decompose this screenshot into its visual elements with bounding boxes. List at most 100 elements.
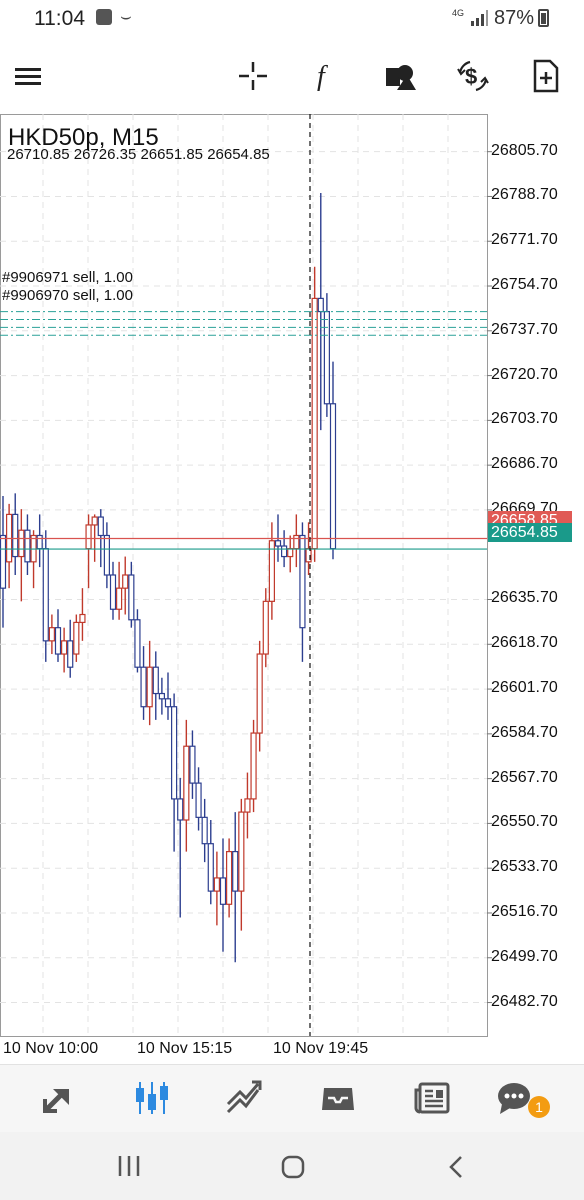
candle-body xyxy=(103,534,110,576)
new-document-icon[interactable] xyxy=(526,56,566,96)
price-chart[interactable]: HKD50p, M15 26710.85 26726.35 26651.85 2… xyxy=(0,0,584,1060)
svg-text:$: $ xyxy=(465,64,477,89)
candle-body xyxy=(213,877,220,892)
chart-ohlc-values: 26710.85 26726.35 26651.85 26654.85 xyxy=(7,146,270,163)
trade-icon[interactable] xyxy=(219,1075,269,1121)
candle-body xyxy=(54,627,62,655)
candle-body xyxy=(122,574,129,589)
candle-body xyxy=(287,548,294,558)
pay-icon xyxy=(96,9,112,25)
trade-dollar-icon[interactable]: $ xyxy=(453,56,493,96)
messages-badge: 1 xyxy=(528,1096,550,1118)
candle-body xyxy=(323,310,330,405)
plot-frame xyxy=(0,114,488,1037)
recent-apps-icon[interactable] xyxy=(114,1154,144,1178)
hamburger-menu-icon[interactable] xyxy=(8,56,48,96)
network-type: 4G xyxy=(452,8,465,18)
candle-body xyxy=(12,513,19,558)
home-icon[interactable] xyxy=(280,1154,306,1180)
price-axis-label: 26788.70 xyxy=(491,186,558,204)
candle-body xyxy=(262,600,269,655)
time-axis-label: 10 Nov 19:45 xyxy=(273,1040,369,1057)
bid-price-badge: 26654.85 xyxy=(488,523,572,542)
candle-body xyxy=(79,613,86,624)
candle-body xyxy=(274,540,282,547)
time-axis-label: 10 Nov 15:15 xyxy=(137,1040,233,1057)
candle-body xyxy=(18,529,25,558)
candle-body xyxy=(91,516,98,526)
price-axis-label: 26703.70 xyxy=(491,410,558,428)
candle-body xyxy=(67,640,74,668)
candle-body xyxy=(152,666,159,695)
back-icon[interactable] xyxy=(446,1154,466,1180)
price-axis-label: 26635.70 xyxy=(491,589,558,607)
chart-icon[interactable] xyxy=(127,1075,177,1121)
candle-body xyxy=(281,545,288,558)
objects-shapes-icon[interactable] xyxy=(380,56,420,96)
status-bar: 11:04 ⌣ 4G 87% xyxy=(0,0,584,38)
price-axis-label: 26567.70 xyxy=(491,768,558,786)
candle-body xyxy=(61,640,68,655)
battery-percent: 87% xyxy=(494,7,535,29)
messages-icon[interactable] xyxy=(489,1075,539,1121)
price-axis-label: 26805.70 xyxy=(491,141,558,159)
price-axis-label: 26771.70 xyxy=(491,231,558,249)
candle-body xyxy=(299,534,306,629)
price-axis-label: 26533.70 xyxy=(491,858,558,876)
price-axis-label: 26482.70 xyxy=(491,992,558,1010)
price-axis-label: 26754.70 xyxy=(491,276,558,294)
price-axis-label: 26737.70 xyxy=(491,320,558,338)
candle-body xyxy=(109,574,117,610)
candle-body xyxy=(164,698,172,708)
candle-body xyxy=(226,850,233,905)
candle-body xyxy=(0,534,7,589)
candle-body xyxy=(36,534,43,550)
candle-body xyxy=(311,297,318,550)
candle-body xyxy=(48,627,55,642)
signal-icon xyxy=(471,10,488,26)
candle-body xyxy=(189,745,196,784)
candle-body xyxy=(140,666,147,708)
history-icon[interactable] xyxy=(313,1075,363,1121)
price-axis-label: 26720.70 xyxy=(491,365,558,383)
candle-body xyxy=(171,706,178,800)
price-axis-label: 26584.70 xyxy=(491,723,558,741)
candle-body xyxy=(42,548,49,642)
chart-symbol-title: HKD50p, M15 xyxy=(8,124,159,151)
candle-body xyxy=(268,540,275,602)
price-axis-label: 26550.70 xyxy=(491,813,558,831)
candle-body xyxy=(73,621,80,655)
candle-body xyxy=(329,403,337,550)
chart-canvas[interactable] xyxy=(0,0,584,1060)
status-time: 11:04 xyxy=(34,7,85,30)
candle-body xyxy=(195,782,202,818)
candle-body xyxy=(293,534,300,550)
candle-body xyxy=(97,516,104,537)
candle-body xyxy=(134,619,141,668)
price-axis-label: 26686.70 xyxy=(491,455,558,473)
candle-body xyxy=(232,850,239,892)
notification-wave-icon: ⌣ xyxy=(120,6,132,26)
bottom-tab-bar xyxy=(0,1064,584,1133)
function-f-icon[interactable]: f xyxy=(306,56,346,96)
svg-text:f: f xyxy=(317,61,328,92)
chart-toolbar: f $ xyxy=(0,38,584,114)
candle-body xyxy=(146,666,153,708)
crosshair-icon[interactable] xyxy=(233,56,273,96)
news-icon[interactable] xyxy=(407,1075,457,1121)
candle-body xyxy=(158,692,165,700)
candle-body xyxy=(183,745,190,821)
candle-body xyxy=(177,798,184,821)
price-axis-label: 26516.70 xyxy=(491,902,558,920)
candle-body xyxy=(256,653,263,734)
time-axis-label: 10 Nov 10:00 xyxy=(3,1040,99,1057)
price-axis-label: 26618.70 xyxy=(491,634,558,652)
system-nav-bar xyxy=(0,1132,584,1200)
candle-body xyxy=(238,811,245,892)
candle-body xyxy=(207,843,214,892)
order-label[interactable]: #9906971 sell, 1.00 xyxy=(2,269,133,286)
battery-icon xyxy=(538,9,549,27)
order-label[interactable]: #9906970 sell, 1.00 xyxy=(2,287,133,304)
quotes-icon[interactable] xyxy=(33,1075,83,1121)
candle-body xyxy=(116,587,123,610)
